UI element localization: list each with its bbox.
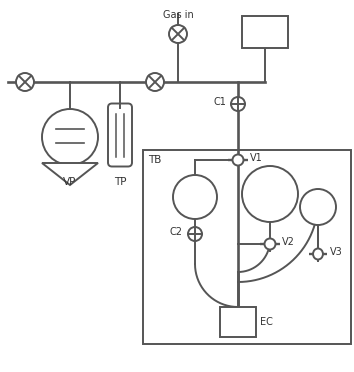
Circle shape (188, 227, 202, 241)
Text: C2: C2 (170, 227, 183, 237)
Text: ∞: ∞ (233, 317, 242, 327)
Text: C1: C1 (213, 97, 226, 107)
Circle shape (146, 73, 164, 91)
Ellipse shape (264, 238, 275, 250)
Circle shape (242, 166, 298, 222)
FancyBboxPatch shape (108, 103, 132, 167)
Polygon shape (42, 163, 98, 185)
FancyBboxPatch shape (242, 16, 288, 48)
Text: M: M (190, 190, 200, 203)
Bar (143, 150, 351, 344)
Text: V2: V2 (282, 237, 295, 247)
Ellipse shape (233, 154, 244, 166)
Text: EC: EC (260, 317, 273, 327)
Text: Gas in: Gas in (162, 10, 193, 20)
Circle shape (169, 25, 187, 43)
Circle shape (231, 97, 245, 111)
Text: VP: VP (63, 177, 77, 187)
Bar (220, 307, 256, 337)
Circle shape (42, 109, 98, 165)
Text: TP: TP (114, 177, 126, 187)
Circle shape (300, 189, 336, 225)
Text: V3: V3 (330, 247, 343, 257)
Text: VG: VG (257, 26, 273, 36)
Circle shape (16, 73, 34, 91)
Text: V1: V1 (250, 153, 263, 163)
Ellipse shape (313, 248, 323, 260)
Circle shape (173, 175, 217, 219)
Text: TB: TB (148, 155, 161, 165)
